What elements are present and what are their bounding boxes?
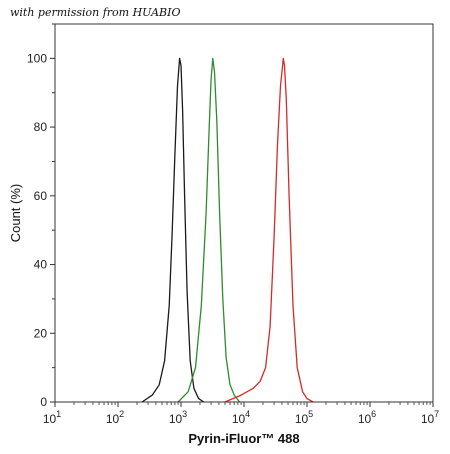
x-axis-label: Pyrin-iFluor™ 488	[188, 431, 299, 446]
y-tick-label: 40	[34, 258, 48, 272]
plot-frame	[54, 23, 434, 403]
y-tick-label: 80	[34, 120, 48, 134]
watermark-text: with permission from HUABIO	[10, 6, 181, 19]
y-axis-label: Count (%)	[8, 184, 23, 243]
x-tick-label: 106	[358, 409, 376, 426]
histogram-series-2	[177, 57, 241, 403]
x-tick-label: 101	[43, 409, 61, 426]
histogram-series-1	[141, 57, 205, 403]
y-tick-label: 60	[34, 189, 48, 203]
y-tick-label: 0	[40, 395, 47, 409]
x-tick-label: 107	[421, 409, 439, 426]
x-tick-label: 105	[295, 409, 313, 426]
histogram-series-3	[224, 57, 314, 403]
x-tick-label: 102	[106, 409, 124, 426]
y-tick-label: 20	[34, 326, 48, 340]
x-tick-label: 103	[169, 409, 187, 426]
x-tick-label: 104	[232, 409, 250, 426]
y-tick-label: 100	[27, 51, 47, 65]
